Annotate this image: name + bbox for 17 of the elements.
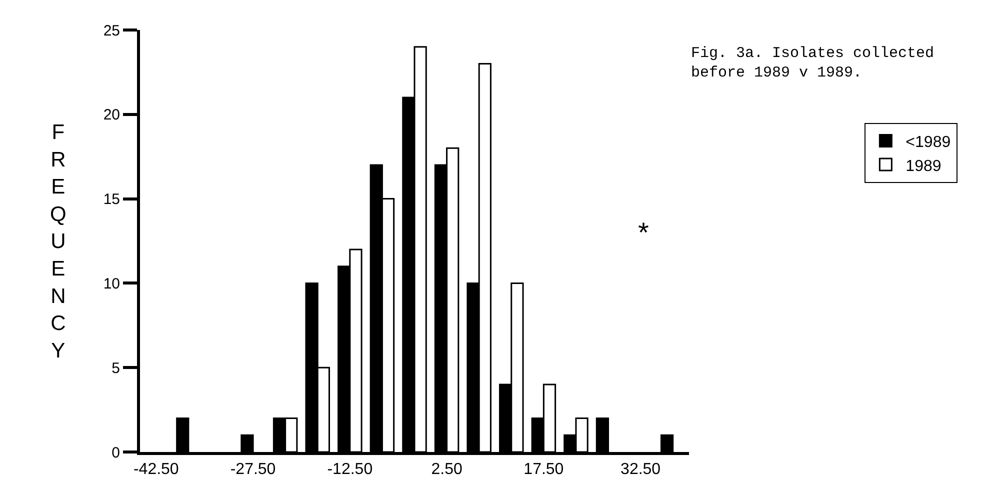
text: FREQUENCY [50, 121, 66, 362]
y-tick-label: 15 [103, 191, 120, 208]
y-tick-label: 20 [103, 106, 120, 124]
x-tick-label: -12.50 [327, 461, 373, 478]
legend-label: 1989 [906, 158, 942, 175]
y-tick-label: 25 [103, 22, 120, 40]
legend-label: <1989 [906, 134, 951, 151]
x-tick-label: -42.50 [133, 461, 179, 478]
x-tick-label: -27.50 [230, 461, 276, 478]
y-tick-label: 0 [112, 444, 120, 462]
x-tick-label: 17.50 [524, 461, 564, 478]
annotation: * [638, 217, 649, 248]
text: Fig. 3a. Isolates collected before 1989 v 1989. [691, 45, 934, 82]
y-tick-label: 5 [112, 360, 120, 377]
x-tick-label: 32.50 [620, 461, 661, 478]
x-tick-label: 2.50 [431, 461, 462, 478]
y-tick-label: 10 [103, 275, 120, 292]
